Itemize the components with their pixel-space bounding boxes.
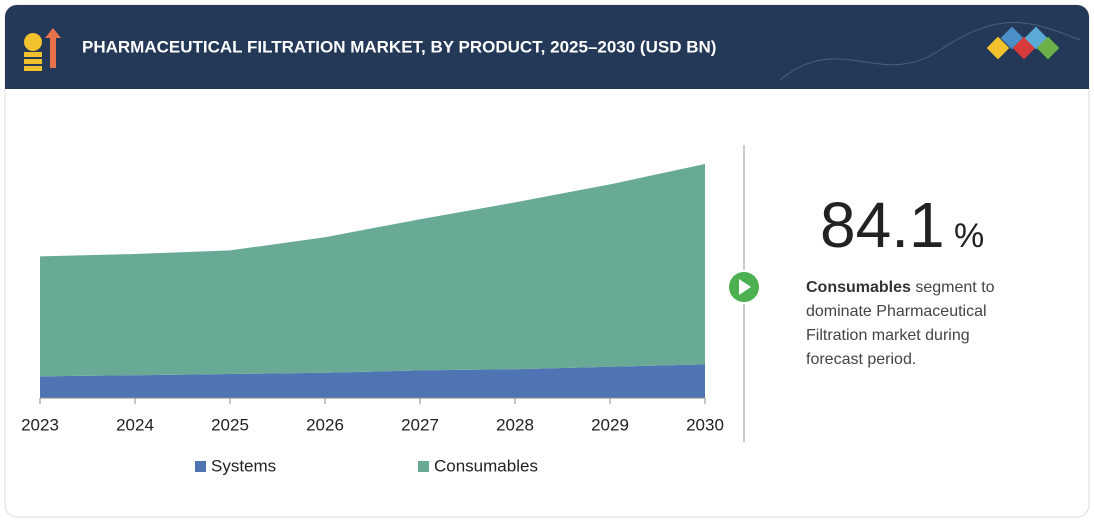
x-tick-label: 2024 (116, 415, 154, 434)
x-tick-label: 2025 (211, 415, 249, 434)
legend-swatch (418, 461, 429, 472)
legend-label: Systems (211, 456, 276, 475)
x-tick-label: 2030 (686, 415, 724, 434)
area (40, 364, 705, 398)
legend-swatch (195, 461, 206, 472)
header-icon (24, 28, 61, 71)
legend-label: Consumables (434, 456, 538, 475)
highlight-unit: % (954, 217, 984, 255)
highlight-desc: segment to dominate Pharmaceutical Filtr… (806, 279, 995, 368)
x-tick-label: 2026 (306, 415, 344, 434)
highlight-bold: Consumables (806, 279, 911, 296)
area (40, 164, 705, 377)
header-bar (5, 5, 1089, 89)
x-tick-label: 2028 (496, 415, 534, 434)
play-arrow (739, 279, 751, 295)
x-tick-label: 2023 (21, 415, 59, 434)
x-tick-label: 2027 (401, 415, 439, 434)
highlight-text: Consumables segment to dominate Pharmace… (806, 276, 1021, 372)
chart-title: PHARMACEUTICAL FILTRATION MARKET, BY PRO… (82, 37, 716, 56)
highlight-value: 84.1 (820, 189, 945, 261)
decor (779, 22, 1081, 81)
x-tick-label: 2029 (591, 415, 629, 434)
